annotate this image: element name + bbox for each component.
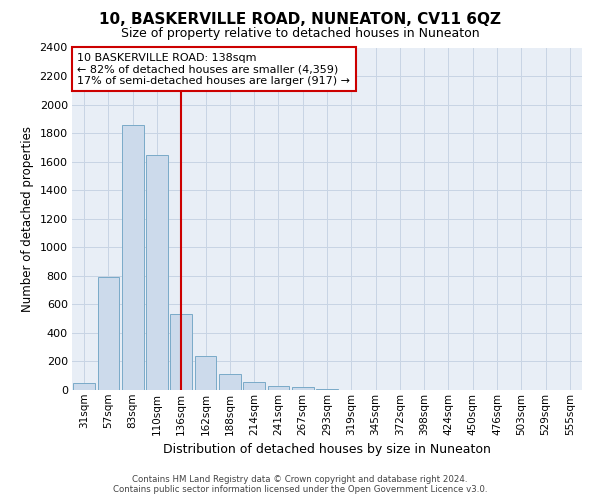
Y-axis label: Number of detached properties: Number of detached properties [21, 126, 34, 312]
Bar [268, 386, 289, 390]
Bar [146, 154, 168, 390]
Bar [194, 356, 217, 390]
Bar [219, 374, 241, 390]
Bar [243, 382, 265, 390]
Bar [170, 314, 192, 390]
X-axis label: Distribution of detached houses by size in Nuneaton: Distribution of detached houses by size … [163, 443, 491, 456]
Bar [316, 388, 338, 390]
Text: Contains HM Land Registry data © Crown copyright and database right 2024.
Contai: Contains HM Land Registry data © Crown c… [113, 474, 487, 494]
Bar [73, 383, 95, 390]
Text: 10, BASKERVILLE ROAD, NUNEATON, CV11 6QZ: 10, BASKERVILLE ROAD, NUNEATON, CV11 6QZ [99, 12, 501, 28]
Text: 10 BASKERVILLE ROAD: 138sqm
← 82% of detached houses are smaller (4,359)
17% of : 10 BASKERVILLE ROAD: 138sqm ← 82% of det… [77, 52, 350, 86]
Text: Size of property relative to detached houses in Nuneaton: Size of property relative to detached ho… [121, 28, 479, 40]
Bar [292, 387, 314, 390]
Bar [122, 124, 143, 390]
Bar [97, 278, 119, 390]
